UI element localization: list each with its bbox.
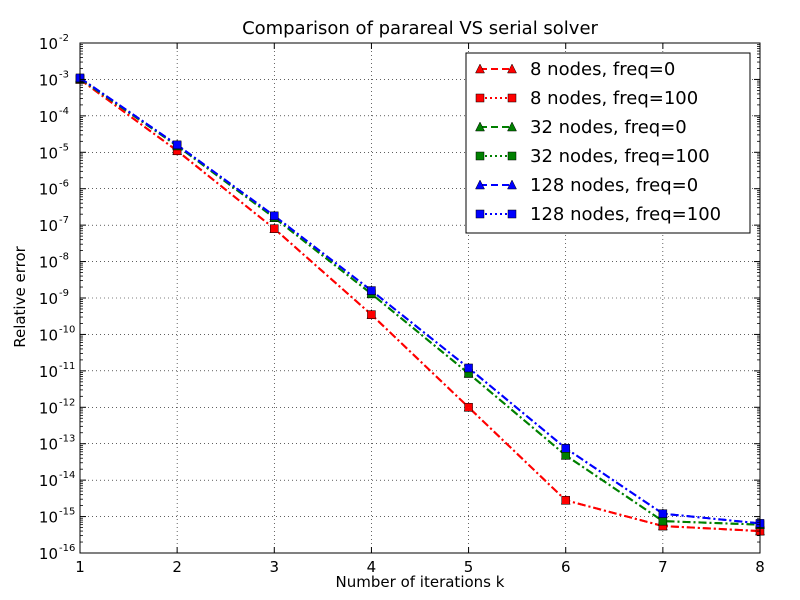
data-point xyxy=(561,451,570,460)
legend-label: 8 nodes, freq=100 xyxy=(530,88,698,109)
y-tick-label-base: 10 xyxy=(39,472,58,490)
x-tick-label: 6 xyxy=(561,558,571,576)
y-tick-label-base: 10 xyxy=(39,290,58,308)
y-tick-label-base: 10 xyxy=(39,399,58,417)
y-tick-label-base: 10 xyxy=(39,144,58,162)
legend-swatch-marker xyxy=(507,121,517,132)
legend-entry: 128 nodes, freq=0 xyxy=(475,175,698,196)
data-point xyxy=(658,516,668,526)
y-tick-label-base: 10 xyxy=(39,181,58,199)
x-tick-label: 3 xyxy=(270,558,280,576)
legend-swatch-marker xyxy=(475,121,485,132)
legend-swatch-marker xyxy=(475,209,485,219)
data-point xyxy=(172,140,182,150)
legend-box xyxy=(465,52,751,234)
data-point xyxy=(561,496,570,505)
x-tick-label: 7 xyxy=(658,558,668,576)
data-point xyxy=(464,403,473,412)
y-tick-label: 10 -13 xyxy=(39,434,75,454)
y-tick-label-exponent: -7 xyxy=(59,215,69,226)
data-point xyxy=(270,224,279,233)
legend-label: 32 nodes, freq=100 xyxy=(530,146,710,167)
data-point xyxy=(464,363,473,373)
y-tick-label: 10 -5 xyxy=(39,142,69,162)
y-tick-label-exponent: -15 xyxy=(59,507,75,518)
legend-swatch-marker xyxy=(507,63,517,74)
legend-swatch-marker xyxy=(475,63,485,74)
data-point xyxy=(658,509,668,518)
legend: 8 nodes, freq=0 8 nodes, freq=100 32 nodes… xyxy=(465,52,751,234)
y-tick-label-exponent: -10 xyxy=(59,324,75,335)
y-tick-label-base: 10 xyxy=(39,545,58,563)
legend-label: 32 nodes, freq=0 xyxy=(530,117,687,138)
legend-label: 128 nodes, freq=100 xyxy=(530,204,721,225)
legend-swatch-marker xyxy=(475,93,485,103)
legend-swatch-marker xyxy=(507,179,517,190)
y-tick-label: 10 -2 xyxy=(39,33,69,53)
legend-entry: 32 nodes, freq=100 xyxy=(475,146,710,167)
legend-swatch-marker xyxy=(507,93,517,103)
y-tick-label-base: 10 xyxy=(39,108,58,126)
x-tick-label: 2 xyxy=(172,558,182,576)
y-tick-label: 10 -15 xyxy=(39,507,75,527)
y-tick-label-base: 10 xyxy=(39,326,58,344)
y-tick-label-exponent: -5 xyxy=(59,142,69,153)
y-tick-label: 10 -16 xyxy=(39,543,75,563)
data-point xyxy=(270,211,279,221)
y-tick-label-exponent: -14 xyxy=(59,470,75,481)
legend-swatch-marker xyxy=(475,179,485,190)
legend-entry: 128 nodes, freq=100 xyxy=(475,204,721,225)
y-tick-label-exponent: -11 xyxy=(59,361,75,372)
y-tick-label: 10 -7 xyxy=(39,215,69,235)
y-tick-label: 10 -6 xyxy=(39,179,69,199)
y-tick-label-exponent: -3 xyxy=(59,69,69,80)
y-tick-label-base: 10 xyxy=(39,217,58,235)
axis-ticks: 1 2 3 4 5 6 7 810-1610-1510-1410-1310-1210-1110… xyxy=(39,33,765,576)
y-tick-label-base: 10 xyxy=(39,35,58,53)
legend-entry: 8 nodes, freq=0 xyxy=(475,59,675,80)
y-tick-label-exponent: -6 xyxy=(59,179,69,190)
y-tick-label: 10 -4 xyxy=(39,106,69,126)
series-line xyxy=(79,78,761,533)
data-point xyxy=(367,310,376,319)
y-axis-title: Relative error xyxy=(11,245,29,347)
data-point xyxy=(367,286,376,295)
y-tick-label-exponent: -9 xyxy=(59,288,69,299)
legend-swatch-marker xyxy=(507,151,517,161)
x-tick-label: 1 xyxy=(75,558,85,576)
y-tick-label: 10 -12 xyxy=(39,397,75,417)
y-tick-label: 10 -10 xyxy=(39,324,75,344)
y-tick-label: 10 -3 xyxy=(39,69,69,89)
y-tick-label-base: 10 xyxy=(39,509,58,527)
y-tick-label-exponent: -13 xyxy=(59,434,75,445)
legend-swatch-marker xyxy=(475,151,485,161)
y-tick-label: 10 -14 xyxy=(39,470,75,490)
data-point xyxy=(561,444,570,453)
legend-swatch-marker xyxy=(507,209,517,219)
y-tick-label-base: 10 xyxy=(39,71,58,89)
x-tick-label: 8 xyxy=(755,558,765,576)
y-tick-label: 10 -11 xyxy=(39,361,75,381)
y-tick-label-base: 10 xyxy=(39,363,58,381)
y-tick-label: 10 -8 xyxy=(39,252,69,272)
y-tick-label-exponent: -16 xyxy=(59,543,75,554)
y-tick-label-exponent: -8 xyxy=(59,252,69,263)
chart-title: Comparison of parareal VS serial solver xyxy=(242,18,598,39)
legend-label: 8 nodes, freq=0 xyxy=(530,59,675,80)
legend-label: 128 nodes, freq=0 xyxy=(530,175,698,196)
y-tick-label-base: 10 xyxy=(39,254,58,272)
y-tick-label-base: 10 xyxy=(39,436,58,454)
x-tick-label: 5 xyxy=(464,558,474,576)
legend-entry: 32 nodes, freq=0 xyxy=(475,117,687,138)
y-tick-label-exponent: -2 xyxy=(59,33,69,44)
legend-entry: 8 nodes, freq=100 xyxy=(475,88,698,109)
y-tick-label: 10 -9 xyxy=(39,288,69,308)
x-axis-title: Number of iterations k xyxy=(336,573,505,591)
series-line xyxy=(79,77,761,525)
y-tick-label-exponent: -4 xyxy=(59,106,69,117)
y-tick-label-exponent: -12 xyxy=(59,397,75,408)
x-tick-label: 4 xyxy=(367,558,377,576)
